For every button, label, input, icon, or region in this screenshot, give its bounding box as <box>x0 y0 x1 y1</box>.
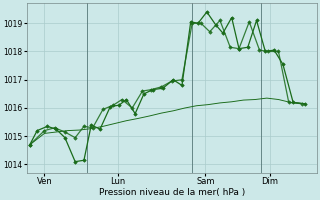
X-axis label: Pression niveau de la mer( hPa ): Pression niveau de la mer( hPa ) <box>99 188 245 197</box>
